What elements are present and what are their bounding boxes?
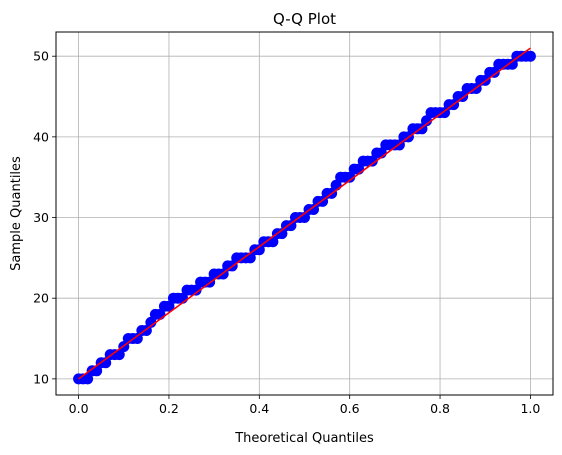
reference-line-group bbox=[78, 47, 531, 380]
sample-point bbox=[420, 115, 432, 127]
sample-point bbox=[253, 244, 265, 256]
grid-lines bbox=[56, 32, 553, 395]
y-tick-label: 40 bbox=[33, 129, 49, 144]
x-tick-label: 0.2 bbox=[159, 401, 179, 416]
sample-point bbox=[131, 333, 143, 345]
sample-point bbox=[276, 228, 288, 240]
sample-point bbox=[344, 171, 356, 183]
y-tick-label: 50 bbox=[33, 49, 49, 64]
sample-point bbox=[488, 66, 500, 78]
y-axis-ticks: 10 20 30 40 50 bbox=[33, 49, 56, 386]
x-axis-label: Theoretical Quantiles bbox=[234, 431, 374, 446]
x-tick-label: 0.6 bbox=[340, 401, 360, 416]
x-tick-label: 1.0 bbox=[520, 401, 540, 416]
sample-point bbox=[145, 316, 157, 328]
y-tick-label: 10 bbox=[33, 371, 49, 386]
sample-point bbox=[308, 203, 320, 215]
sample-point bbox=[506, 58, 518, 70]
x-tick-label: 0.0 bbox=[69, 401, 89, 416]
sample-points bbox=[73, 50, 536, 385]
y-tick-label: 20 bbox=[33, 291, 49, 306]
sample-point bbox=[190, 284, 202, 296]
reference-line bbox=[78, 47, 531, 380]
y-tick-label: 30 bbox=[33, 210, 49, 225]
sample-point bbox=[163, 300, 175, 312]
x-tick-label: 0.4 bbox=[249, 401, 269, 416]
sample-point bbox=[285, 220, 297, 232]
sample-point bbox=[100, 357, 112, 369]
x-tick-label: 0.8 bbox=[430, 401, 450, 416]
sample-point bbox=[82, 373, 94, 385]
sample-point bbox=[524, 50, 536, 62]
sample-point bbox=[366, 155, 378, 167]
chart-title: Q-Q Plot bbox=[273, 10, 336, 28]
x-axis-ticks: 0.0 0.2 0.4 0.6 0.8 1.0 bbox=[69, 395, 540, 416]
y-axis-label: Sample Quantiles bbox=[9, 156, 24, 271]
plot-area-frame bbox=[55, 31, 554, 396]
